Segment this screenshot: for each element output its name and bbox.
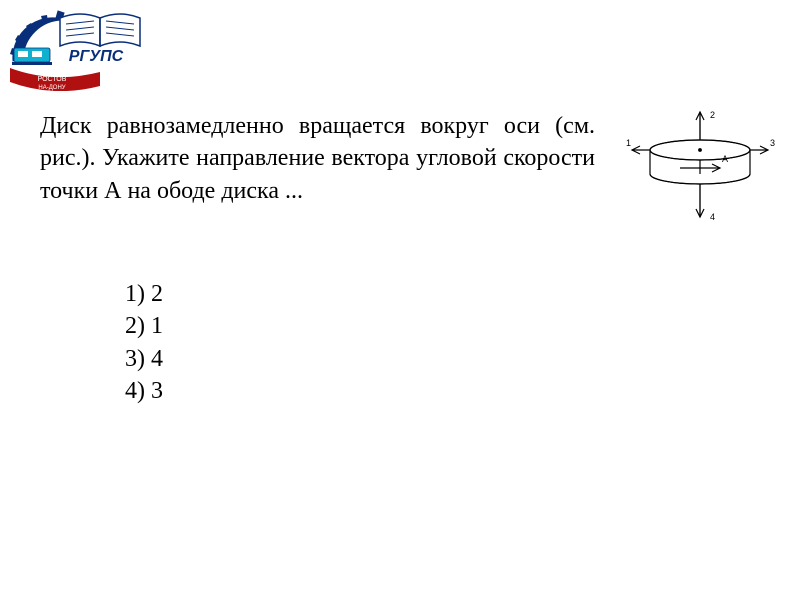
figure-label-2: 2 xyxy=(710,110,715,120)
option-1: 1) 2 xyxy=(125,278,163,310)
logo-city-bot: НА-ДОНУ xyxy=(38,85,65,91)
question-text: Диск равнозамедленно вращается вокруг ос… xyxy=(40,110,595,207)
answer-options: 1) 2 2) 1 3) 4 4) 3 xyxy=(125,278,163,408)
option-3: 3) 4 xyxy=(125,343,163,375)
figure-label-4: 4 xyxy=(710,212,715,222)
logo: РГУПС РОСТОВ НА-ДОНУ xyxy=(8,6,148,91)
train-icon xyxy=(12,48,52,65)
figure-label-1: 1 xyxy=(626,138,631,148)
option-2: 2) 1 xyxy=(125,310,163,342)
logo-abbr: РГУПС xyxy=(69,48,124,65)
slide: РГУПС РОСТОВ НА-ДОНУ Диск равнозамедленн… xyxy=(0,0,800,600)
logo-svg: РГУПС РОСТОВ НА-ДОНУ xyxy=(8,6,148,91)
option-4: 4) 3 xyxy=(125,375,163,407)
ribbon-icon: РОСТОВ НА-ДОНУ xyxy=(10,68,100,91)
book-icon xyxy=(60,14,140,46)
figure-label-a: А xyxy=(722,154,728,164)
figure-svg: 2 4 1 3 xyxy=(620,102,780,232)
figure-label-3: 3 xyxy=(770,138,775,148)
figure: 2 4 1 3 xyxy=(620,102,780,232)
logo-city-top: РОСТОВ xyxy=(38,76,67,83)
